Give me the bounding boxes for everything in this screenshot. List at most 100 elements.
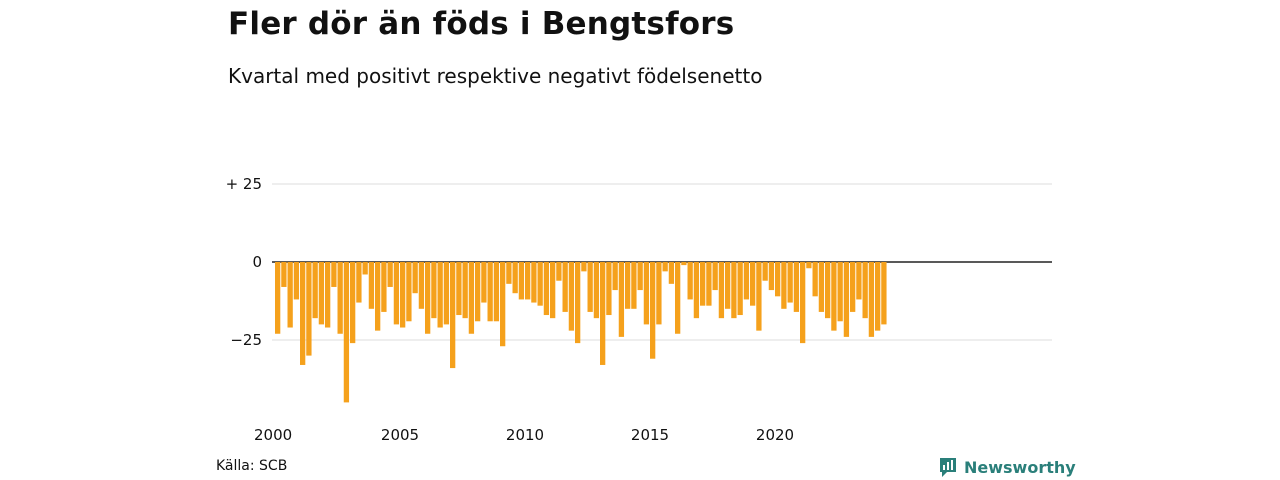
bar [306,262,312,356]
bar [687,262,693,300]
bar [743,262,750,300]
bar [737,262,743,316]
bar [475,262,481,322]
bar [437,262,443,328]
bar [806,262,812,269]
bar [612,262,618,291]
bar [793,262,800,312]
bar [637,262,643,291]
bar [668,262,675,284]
bar [287,262,293,328]
bar [412,262,418,294]
bar [825,262,831,319]
bar [706,262,712,306]
bar [631,262,637,309]
bar [581,262,587,272]
bar [600,262,606,365]
x-tick-label: 2020 [756,426,794,444]
bar [481,262,487,303]
chart-title: Fler dör än föds i Bengtsfors [228,6,735,42]
bar [643,262,650,325]
bar [487,262,493,322]
x-tick-label: 2005 [381,426,419,444]
bar [500,262,506,347]
bar [431,262,437,319]
bar [606,262,612,316]
bar [625,262,631,309]
bar [812,262,818,297]
bar [312,262,318,319]
bar [881,262,887,325]
bar [775,262,781,297]
bar [293,262,300,300]
brand-logo[interactable]: Newsworthy [938,456,1076,478]
bar [831,262,837,331]
bar [425,262,431,334]
bar [868,262,875,337]
bar [337,262,343,334]
bar [450,262,456,369]
bar [518,262,525,300]
bar [568,262,575,331]
bar [656,262,662,325]
bar [781,262,787,309]
source-note: Källa: SCB [216,458,288,474]
bar [818,262,825,312]
bar [768,262,775,291]
bar [406,262,412,322]
bar [506,262,512,284]
bar [362,262,368,275]
bar [718,262,725,319]
bar [493,262,500,322]
bar [856,262,862,300]
bar [275,262,281,334]
bar [331,262,337,287]
bar [593,262,600,319]
x-tick-label: 2010 [506,426,544,444]
bar [393,262,400,325]
bar [731,262,737,319]
chart-subtitle: Kvartal med positivt respektive negativt… [228,64,763,88]
bar [662,262,668,272]
bar [681,262,687,266]
bar [650,262,656,359]
bar [756,262,762,331]
bar [300,262,306,365]
bar [562,262,568,312]
bar [468,262,475,334]
bar [281,262,287,287]
y-tick-label: 0 [252,253,262,271]
bar [837,262,843,322]
brand-name: Newsworthy [964,457,1076,477]
y-tick-label: −25 [230,331,262,349]
bar [512,262,518,294]
bar [531,262,537,303]
bar [725,262,731,309]
bar [550,262,556,319]
bar [693,262,700,319]
bar [587,262,593,312]
bar [800,262,806,344]
bar [862,262,868,319]
bar [787,262,793,303]
bar [350,262,356,344]
bar [525,262,531,300]
x-tick-label: 2015 [631,426,669,444]
bar [875,262,881,331]
bar [343,262,350,403]
bar [400,262,406,328]
newsworthy-logo-icon [940,458,956,477]
bar [325,262,331,328]
bar [443,262,450,325]
bar [375,262,381,331]
bar [537,262,543,306]
bar [462,262,468,319]
bar [850,262,856,312]
bar [575,262,581,344]
bar [762,262,768,281]
bar [750,262,756,306]
bar [543,262,550,316]
x-tick-label: 2000 [254,426,292,444]
bar [356,262,362,303]
